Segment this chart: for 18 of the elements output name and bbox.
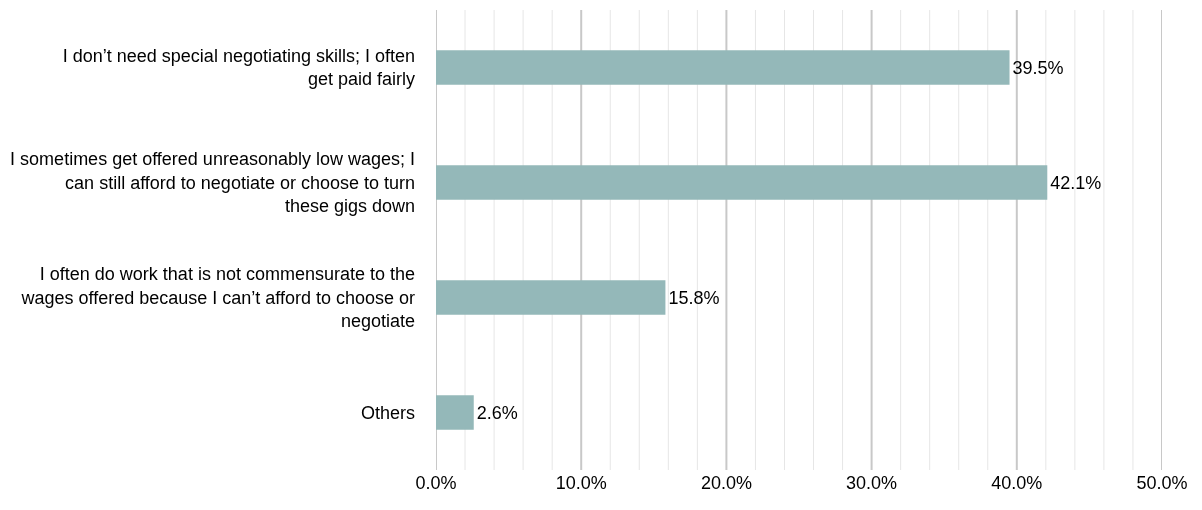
bar <box>436 50 1010 85</box>
y-tick-label: I sometimes get offered unreasonably low wages; I can still afford to negotiate or choose to turn these gigs down <box>10 149 415 217</box>
bar <box>436 395 474 430</box>
data-label: 39.5% <box>1012 57 1064 78</box>
x-tick-label: 30.0% <box>846 473 898 493</box>
y-tick-label: I often do work that is not commensurate to the wages offered because I can’t afford to choose or negotiate <box>20 264 415 332</box>
bar <box>436 165 1048 200</box>
x-tick-label: 50.0% <box>1136 473 1188 493</box>
x-tick-label: 0.0% <box>415 473 457 493</box>
y-tick-label: Others <box>360 402 415 423</box>
x-tick-label: 10.0% <box>555 473 607 493</box>
data-label: 2.6% <box>476 402 518 423</box>
x-tick-label: 20.0% <box>700 473 752 493</box>
data-label: 15.8% <box>668 287 720 308</box>
bar <box>436 280 666 315</box>
y-tick-label: I don’t need special negotiating skills; I often get paid fairly <box>62 46 415 90</box>
x-tick-label: 40.0% <box>991 473 1043 493</box>
data-label: 42.1% <box>1050 172 1102 193</box>
